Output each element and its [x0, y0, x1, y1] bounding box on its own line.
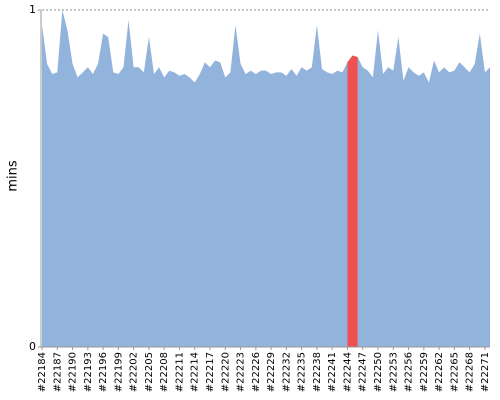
x-tick-label: #22244 [342, 352, 353, 392]
x-tick-label: #22235 [297, 352, 308, 392]
x-tick-label: #22241 [327, 352, 338, 392]
area [347, 55, 358, 348]
x-tick-label: #22229 [266, 352, 277, 392]
x-tick-label: #22193 [83, 352, 94, 392]
x-tick-label: #22187 [52, 352, 63, 392]
x-tick-label: #22184 [37, 352, 48, 392]
y-tick-label: 1 [29, 3, 36, 16]
x-tick-label: #22250 [373, 352, 384, 392]
x-tick-label: #22223 [236, 352, 247, 392]
x-tick-label: #22259 [419, 352, 430, 392]
x-tick-label: #22256 [404, 352, 415, 392]
x-tick-label: #22190 [68, 352, 79, 392]
x-tick-label: #22202 [129, 352, 140, 392]
y-tick-label: 0 [29, 340, 36, 353]
x-tick-label: #22226 [251, 352, 262, 392]
x-tick-label: #22196 [98, 352, 109, 392]
x-tick-label: #22220 [220, 352, 231, 392]
x-tick-label: #22214 [190, 352, 201, 392]
x-tick-label: #22253 [388, 352, 399, 392]
x-tick-label: #22247 [358, 352, 369, 392]
x-tick-label: #22271 [480, 352, 491, 392]
y-axis-label: mins [6, 160, 21, 192]
x-tick-label: #22265 [449, 352, 460, 392]
x-tick-label: #22205 [144, 352, 155, 392]
x-tick-label: #22268 [465, 352, 476, 392]
x-tick-label: #22232 [281, 352, 292, 392]
x-tick-label: #22238 [312, 352, 323, 392]
x-tick-label: #22208 [159, 352, 170, 392]
area [42, 10, 490, 347]
x-tick-label: #22262 [434, 352, 445, 392]
x-tick-label: #22211 [174, 352, 185, 392]
x-tick-label: #22217 [205, 352, 216, 392]
x-tick-label: #22199 [113, 352, 124, 392]
